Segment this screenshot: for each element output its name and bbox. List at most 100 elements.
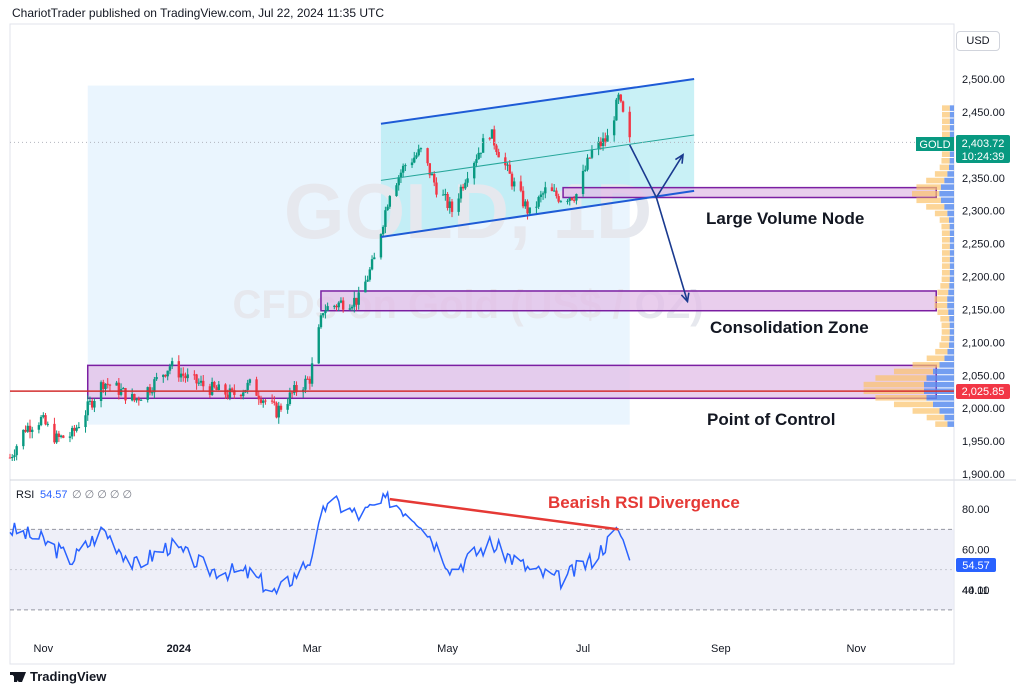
candle-body	[493, 129, 496, 146]
candle-body	[466, 178, 469, 183]
time-axis-tick: Sep	[711, 643, 731, 655]
candle-body	[479, 152, 483, 154]
volume-bar	[937, 289, 949, 296]
candle-body	[88, 400, 92, 402]
volume-bar	[949, 223, 954, 230]
tradingview-brand: TradingView	[30, 669, 107, 684]
candle-body	[457, 198, 460, 212]
candle-body	[552, 190, 556, 192]
volume-bar	[947, 296, 954, 302]
candle-body	[419, 148, 423, 150]
zone-2[interactable]	[320, 290, 937, 312]
rsi-legend-label[interactable]: RSI	[16, 489, 34, 501]
candle-body	[615, 99, 618, 121]
candle-body	[397, 177, 400, 186]
candle-body	[115, 382, 118, 386]
volume-bar	[944, 355, 954, 362]
candle-body	[588, 157, 591, 159]
bearish-divergence-line[interactable]	[389, 497, 619, 531]
channel-median-line[interactable]	[380, 134, 695, 181]
rsi-legend-value: 54.57	[40, 489, 68, 501]
candle-body	[184, 375, 187, 379]
candle-body	[475, 159, 478, 163]
volume-bar	[926, 177, 945, 184]
zone-1[interactable]	[562, 186, 937, 199]
candle-body	[355, 297, 358, 305]
candle-body	[262, 400, 265, 403]
volume-bar	[948, 309, 954, 315]
candle-body	[557, 196, 560, 202]
candle-body	[559, 201, 563, 203]
candle-body	[31, 429, 34, 432]
candle-body	[124, 388, 127, 401]
candle-body	[59, 435, 63, 437]
volume-bar	[926, 414, 945, 421]
volume-bar	[948, 342, 954, 348]
volume-bar	[875, 375, 927, 381]
candle-body	[357, 292, 360, 305]
zone-3[interactable]	[86, 364, 937, 400]
bar-countdown: 10:24:39	[962, 151, 1005, 163]
candle-body	[353, 297, 356, 307]
candle-body	[75, 427, 78, 431]
rsi-line[interactable]	[9, 489, 631, 596]
candle-body	[246, 382, 249, 391]
candle-body	[210, 381, 214, 395]
point-of-control-label: Point of Control	[707, 410, 835, 429]
channel-upper-line[interactable]	[380, 78, 695, 125]
tradingview-logo[interactable]: TradingView	[10, 669, 106, 684]
volume-bar	[941, 276, 950, 283]
volume-bar	[875, 395, 927, 401]
candle-body	[341, 300, 345, 310]
candle-body	[404, 165, 407, 167]
candle-body	[617, 94, 620, 100]
volume-bar	[941, 263, 950, 269]
candle-body	[612, 120, 616, 136]
candle-body	[570, 197, 574, 200]
price-axis-tick: 2,150.00	[962, 304, 1005, 316]
candle-body	[8, 457, 12, 459]
candle-body	[308, 378, 312, 384]
candle-body	[166, 370, 169, 377]
bearish-path-arrow[interactable]	[655, 197, 689, 302]
candle-body	[428, 163, 432, 176]
candle-body	[444, 194, 447, 196]
candle-body	[590, 149, 594, 158]
volume-bar	[932, 401, 954, 408]
rsi-value-tag-text: 54.57	[962, 560, 990, 572]
time-axis-tick: Jul	[576, 643, 590, 655]
candle-body	[333, 305, 336, 307]
candle-body	[490, 129, 494, 139]
volume-bar	[941, 237, 950, 243]
volume-bar	[863, 381, 924, 388]
candle-body	[239, 394, 243, 397]
candle-body	[22, 429, 25, 447]
candle-body	[193, 374, 196, 376]
candle-body	[177, 361, 181, 378]
candle-body	[37, 425, 41, 430]
volume-bar	[949, 243, 954, 250]
candle-body	[379, 234, 383, 258]
candle-body	[435, 182, 438, 195]
volume-bar	[942, 111, 950, 118]
rsi-legend-placeholders: ∅ ∅ ∅ ∅ ∅	[72, 489, 132, 501]
candle-body	[628, 111, 631, 138]
candle-body	[90, 400, 94, 408]
candle-body	[384, 210, 387, 227]
candle-body	[257, 395, 260, 400]
price-axis-tick: 2,000.00	[962, 403, 1005, 415]
last-price-value: 2,403.72	[962, 138, 1005, 150]
currency-button[interactable]: USD	[956, 31, 1000, 51]
candle-body	[255, 379, 258, 396]
candle-body	[168, 366, 172, 371]
candle-body	[104, 383, 107, 389]
price-axis-tick: 2,350.00	[962, 173, 1005, 185]
volume-bar	[926, 204, 945, 210]
candle-body	[337, 302, 340, 308]
candle-body	[513, 181, 516, 187]
candle-body	[304, 378, 307, 390]
volume-bar	[940, 316, 950, 322]
channel-lower-line[interactable]	[380, 189, 695, 238]
volume-bar	[932, 368, 954, 375]
